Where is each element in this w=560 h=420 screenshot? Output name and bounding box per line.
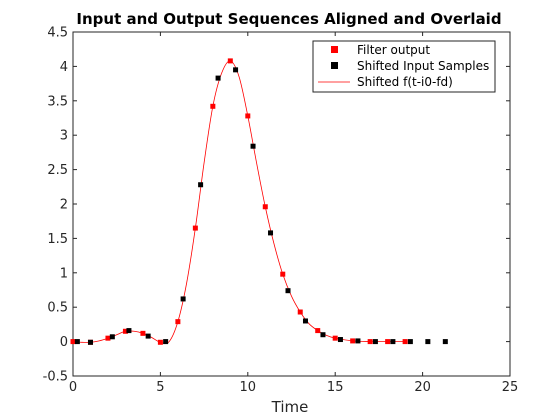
filter-output-point [262,204,268,210]
shifted-input-point [163,339,169,345]
series-layer [70,58,448,345]
shifted-input-point [442,339,448,345]
x-axis-label: Time [271,398,309,416]
shifted-input-point [390,339,396,345]
y-tick-label: 0.5 [47,301,68,316]
legend-label-shifted-input: Shifted Input Samples [357,59,489,73]
shifted-input-point [109,334,115,340]
filter-output-point [402,339,408,345]
shifted-input-point [198,182,204,188]
legend-box [312,40,496,93]
shifted-input-point [285,288,291,294]
filter-output-point [245,113,251,119]
x-tick-label: 0 [69,380,77,395]
filter-output-point [350,338,356,344]
x-tick-label: 15 [327,380,344,395]
shifted-input-point [145,333,151,339]
y-tick-label: -0.5 [43,370,68,385]
x-tick-label: 25 [502,380,519,395]
x-axis: 0 5 10 15 20 25 [69,32,518,395]
y-tick-label: 0 [60,335,68,350]
y-tick-label: 4 [60,60,68,75]
y-tick-label: 2.5 [47,163,68,178]
shifted-input-point [425,339,431,345]
filter-output-point [297,309,303,315]
filter-output-point [367,339,373,345]
filter-output-point [210,103,216,109]
shifted-input-point [268,230,274,236]
y-tick-label: 3.5 [47,94,68,109]
filter-output-point [175,319,181,325]
filter-output-point [157,339,163,345]
filter-output-point [280,271,286,277]
y-tick-label: 2 [60,198,68,213]
filter-output-point [385,339,391,345]
legend-marker-filter-output [331,46,338,53]
shifted-input-point [233,67,239,73]
y-tick-label: 1 [60,266,68,281]
shifted-input-point [74,339,80,345]
y-tick-label: 1.5 [47,232,68,247]
chart-title: Input and Output Sequences Aligned and O… [76,10,501,28]
filter-output-point [105,335,111,341]
shifted-input-point [87,339,93,345]
shifted-input-point [320,332,326,338]
shifted-input-point [407,339,413,345]
filter-output-point [315,328,321,334]
x-tick-label: 20 [414,380,431,395]
x-tick-label: 5 [156,380,164,395]
shifted-input-point [250,143,256,149]
shifted-input-point [302,318,308,324]
legend: Filter output Shifted Input Samples Shif… [312,40,496,93]
y-tick-label: 3 [60,129,68,144]
shifted-input-point [126,328,132,334]
filter-output-point [332,335,338,341]
shifted-input-point [337,337,343,343]
shifted-input-point [215,75,221,81]
filter-output-point [227,58,233,64]
legend-item-filter-output: Filter output [331,43,430,57]
legend-item-shifted-f: Shifted f(t-i0-fd) [318,75,453,89]
filter-output-point [70,339,76,345]
legend-label-filter-output: Filter output [357,43,430,57]
y-tick-label: 4.5 [47,26,68,41]
legend-label-shifted-f: Shifted f(t-i0-fd) [357,75,453,89]
y-axis: -0.5 0 0.5 1 1.5 2 2.5 3 3.5 4 4.5 [43,26,510,385]
x-tick-label: 10 [240,380,257,395]
filter-output-point [192,225,198,231]
shifted-input-point [355,338,361,344]
legend-item-shifted-input: Shifted Input Samples [331,59,489,73]
filter-output-point [140,330,146,336]
legend-marker-shifted-input [331,62,338,69]
shifted-input-point [372,339,378,345]
shifted-input-point [180,296,186,302]
filter-output-point [122,328,128,334]
